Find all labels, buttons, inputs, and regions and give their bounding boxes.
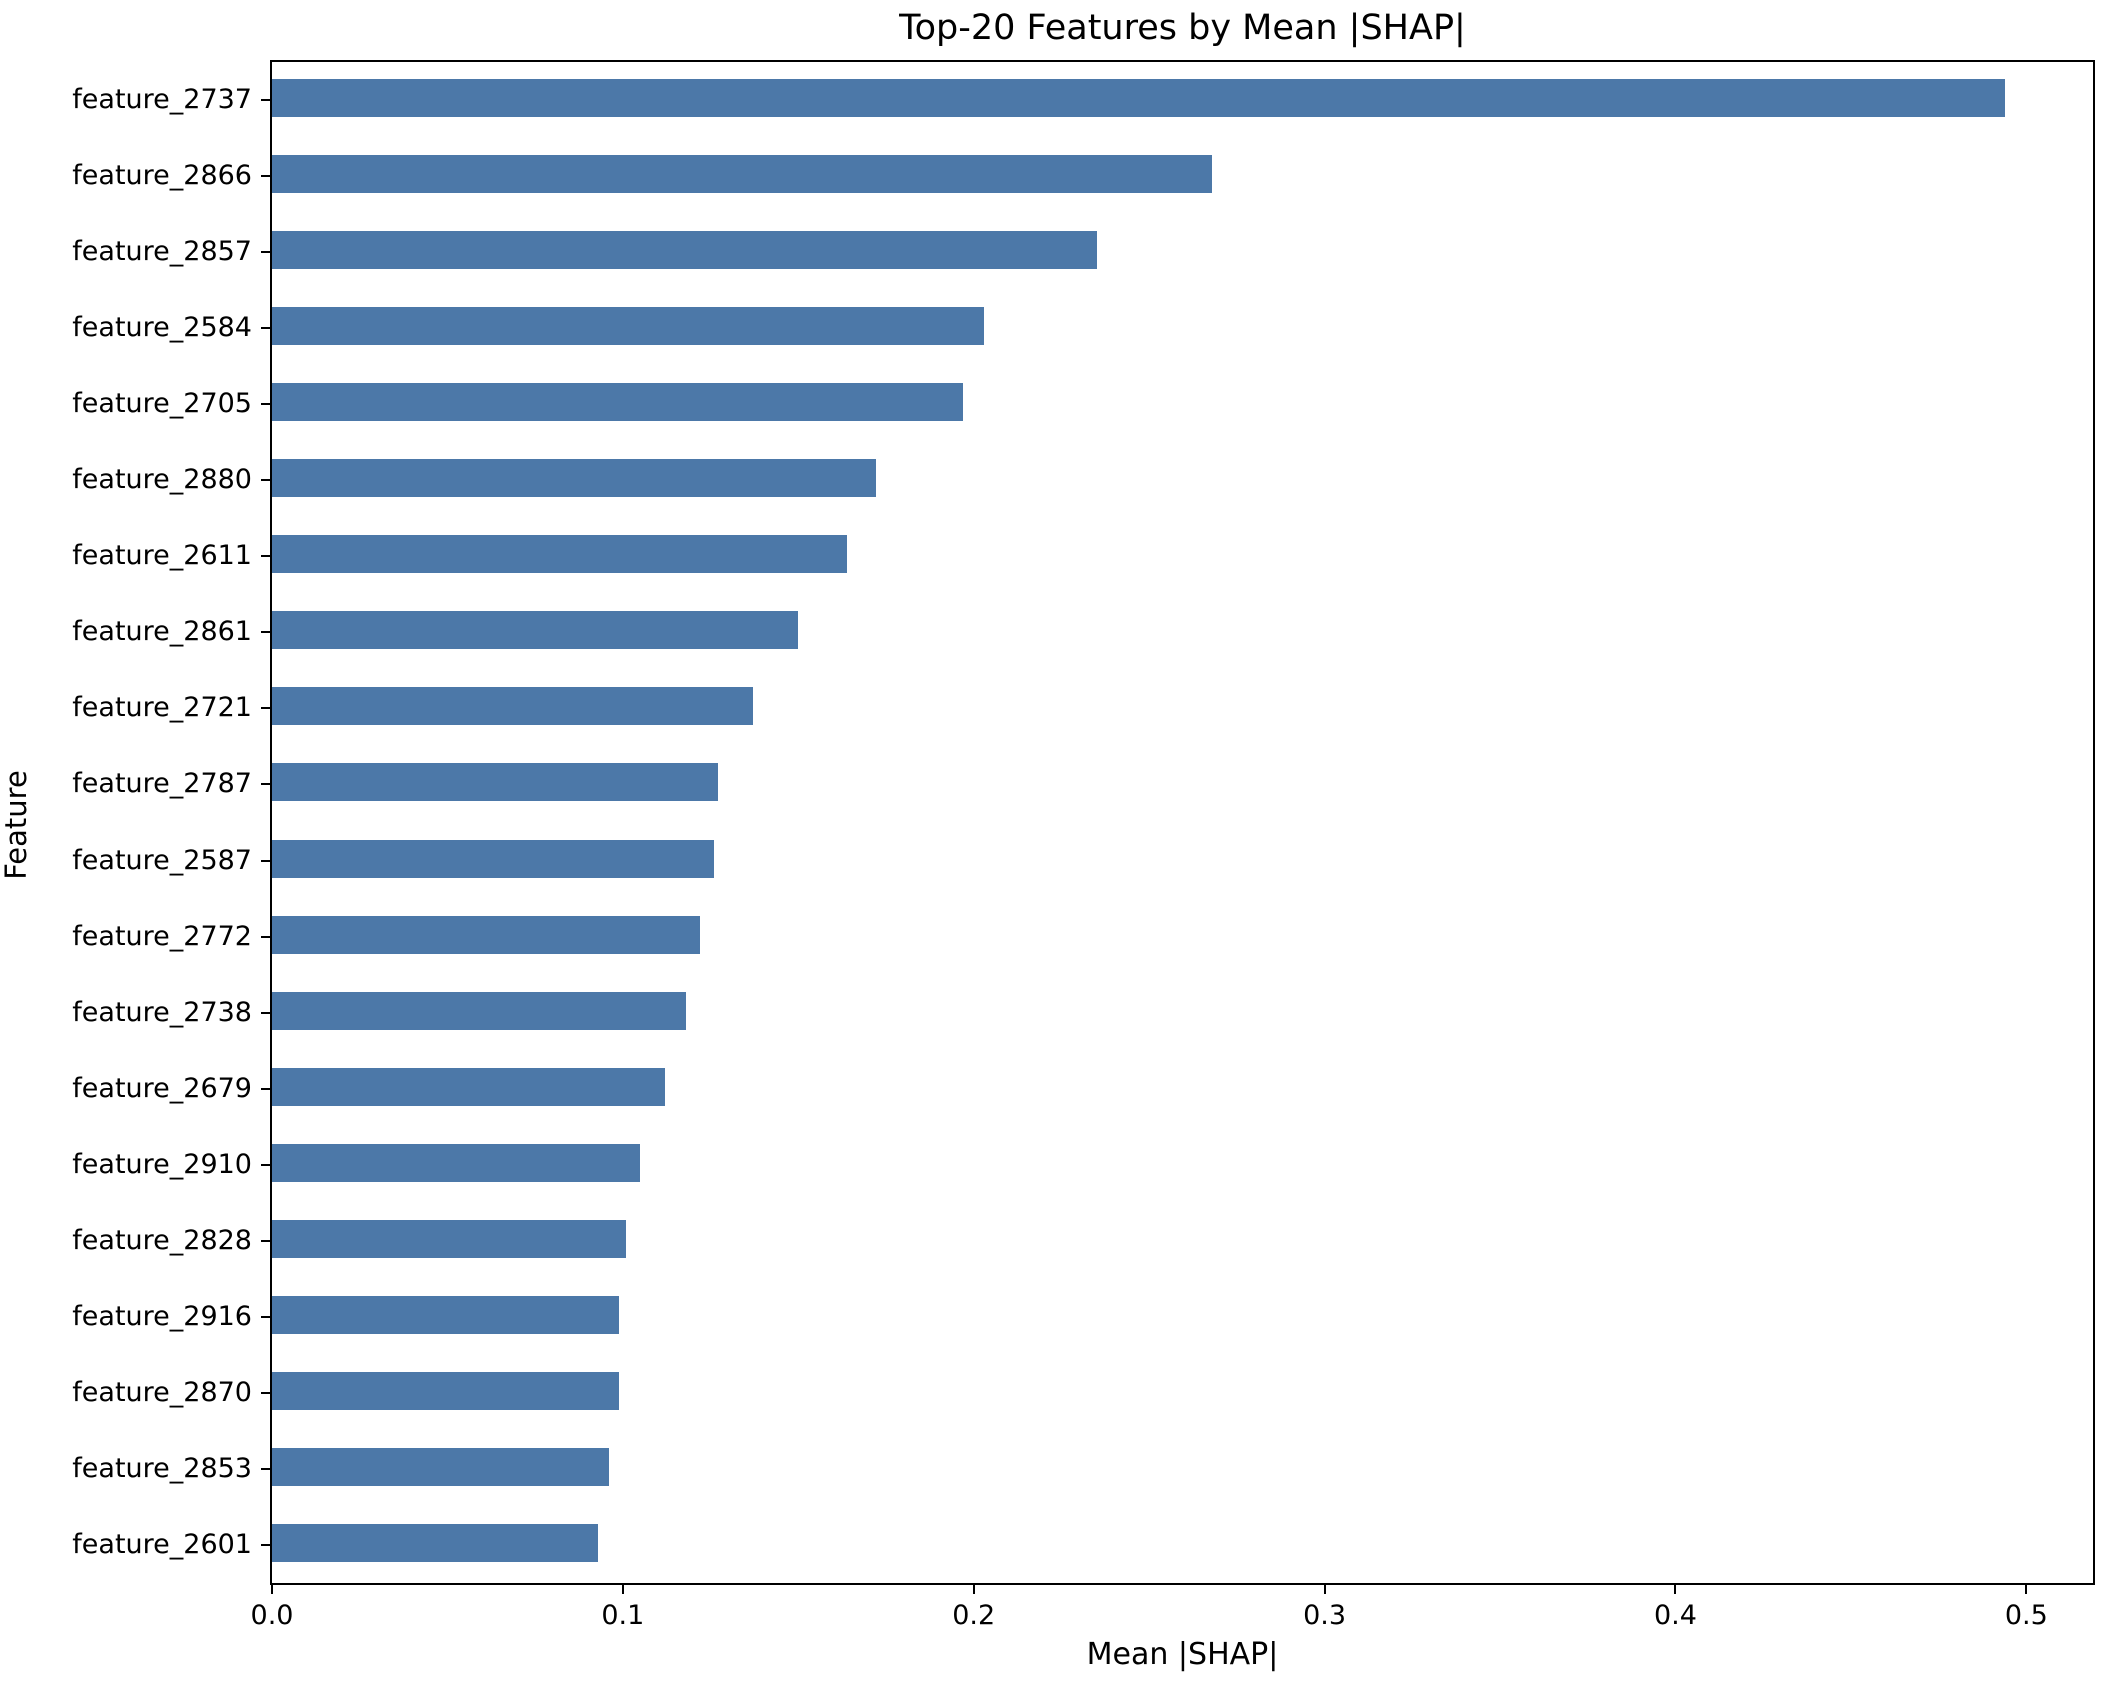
y-tick-mark bbox=[261, 175, 272, 178]
y-tick-mark bbox=[261, 479, 272, 482]
y-tick-mark bbox=[261, 859, 272, 862]
y-tick-mark bbox=[261, 99, 272, 102]
y-tick-label: feature_2828 bbox=[72, 1224, 252, 1256]
y-tick-mark bbox=[261, 327, 272, 330]
bar-feature_2601 bbox=[272, 1523, 599, 1562]
y-tick-mark bbox=[261, 251, 272, 254]
y-tick-label: feature_2721 bbox=[72, 692, 252, 724]
y-tick-mark bbox=[261, 1467, 272, 1470]
bar-feature_2705 bbox=[272, 383, 964, 422]
y-tick-mark bbox=[261, 1163, 272, 1166]
bar-feature_2916 bbox=[272, 1295, 620, 1334]
y-tick-mark bbox=[261, 1315, 272, 1318]
bar-feature_2866 bbox=[272, 155, 1213, 194]
bar-feature_2587 bbox=[272, 839, 715, 878]
bar-feature_2853 bbox=[272, 1447, 609, 1486]
bar-feature_2721 bbox=[272, 687, 753, 726]
bar-feature_2828 bbox=[272, 1219, 627, 1258]
bar-feature_2857 bbox=[272, 231, 1097, 270]
x-tick-label: 0.3 bbox=[1303, 1600, 1347, 1631]
y-tick-label: feature_2916 bbox=[72, 1300, 252, 1332]
y-tick-label: feature_2611 bbox=[72, 540, 252, 572]
x-axis-title: Mean |SHAP| bbox=[1086, 1637, 1279, 1672]
x-tick-mark bbox=[621, 1583, 624, 1594]
y-tick-label: feature_2857 bbox=[72, 236, 252, 268]
y-tick-label: feature_2584 bbox=[72, 312, 252, 344]
y-tick-label: feature_2787 bbox=[72, 768, 252, 800]
x-tick-label: 0.0 bbox=[250, 1600, 294, 1631]
x-tick-mark bbox=[1323, 1583, 1326, 1594]
y-tick-mark bbox=[261, 935, 272, 938]
y-axis-title: Feature bbox=[0, 770, 33, 880]
x-tick-mark bbox=[972, 1583, 975, 1594]
y-tick-label: feature_2910 bbox=[72, 1148, 252, 1180]
y-tick-mark bbox=[261, 555, 272, 558]
x-tick-label: 0.4 bbox=[1653, 1600, 1697, 1631]
bar-feature_2880 bbox=[272, 459, 876, 498]
bar-feature_2787 bbox=[272, 763, 718, 802]
y-tick-mark bbox=[261, 403, 272, 406]
x-tick-mark bbox=[271, 1583, 273, 1594]
bar-feature_2910 bbox=[272, 1143, 641, 1182]
y-tick-label: feature_2870 bbox=[72, 1376, 252, 1408]
x-tick-mark bbox=[2025, 1583, 2028, 1594]
y-tick-label: feature_2772 bbox=[72, 920, 252, 952]
y-tick-mark bbox=[261, 1543, 272, 1546]
x-tick-label: 0.2 bbox=[952, 1600, 996, 1631]
chart-title: Top-20 Features by Mean |SHAP| bbox=[899, 8, 1466, 48]
y-tick-mark bbox=[261, 1087, 272, 1090]
bar-feature_2611 bbox=[272, 535, 848, 574]
bar-feature_2772 bbox=[272, 915, 701, 954]
x-tick-label: 0.1 bbox=[601, 1600, 645, 1631]
y-tick-mark bbox=[261, 707, 272, 710]
y-tick-mark bbox=[261, 1239, 272, 1242]
bar-feature_2870 bbox=[272, 1371, 620, 1410]
y-tick-mark bbox=[261, 1391, 272, 1394]
bar-feature_2584 bbox=[272, 307, 985, 346]
bar-feature_2738 bbox=[272, 991, 686, 1030]
bar-feature_2737 bbox=[272, 79, 2006, 118]
y-tick-label: feature_2866 bbox=[72, 160, 252, 192]
y-tick-label: feature_2861 bbox=[72, 616, 252, 648]
y-tick-label: feature_2705 bbox=[72, 388, 252, 420]
y-tick-label: feature_2737 bbox=[72, 84, 252, 116]
y-tick-label: feature_2853 bbox=[72, 1452, 252, 1484]
x-tick-mark bbox=[1674, 1583, 1677, 1594]
bar-feature_2861 bbox=[272, 611, 799, 650]
plot-area bbox=[270, 60, 2095, 1585]
y-tick-label: feature_2880 bbox=[72, 464, 252, 496]
y-tick-label: feature_2601 bbox=[72, 1528, 252, 1560]
y-tick-label: feature_2679 bbox=[72, 1072, 252, 1104]
y-tick-mark bbox=[261, 631, 272, 634]
y-tick-mark bbox=[261, 783, 272, 786]
y-tick-mark bbox=[261, 1011, 272, 1014]
x-tick-label: 0.5 bbox=[2004, 1600, 2048, 1631]
y-tick-label: feature_2587 bbox=[72, 844, 252, 876]
y-tick-label: feature_2738 bbox=[72, 996, 252, 1028]
bar-feature_2679 bbox=[272, 1067, 665, 1106]
